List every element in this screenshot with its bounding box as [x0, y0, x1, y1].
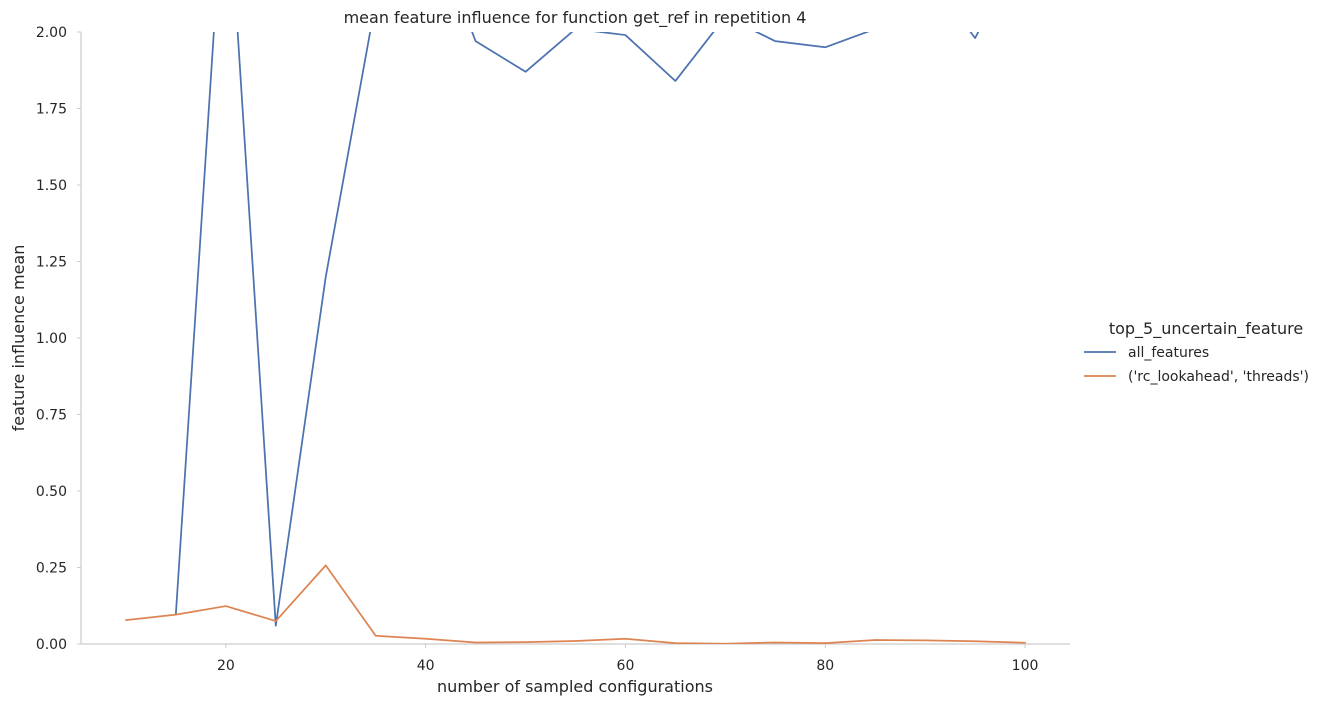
chart-title: mean feature influence for function get_…	[344, 8, 807, 28]
x-ticks: 20 40 60 80 100	[217, 644, 1038, 674]
y-tick-label: 0.25	[36, 561, 67, 577]
y-ticks: 0.00 0.25 0.50 0.75 1.00 1.25 1.50 1.75 2.00	[36, 25, 81, 653]
y-tick-label: 1.00	[36, 331, 67, 347]
legend-label: all_features	[1128, 345, 1209, 361]
y-tick-label: 2.00	[36, 25, 67, 41]
x-tick-label: 80	[816, 658, 834, 674]
y-tick-label: 1.25	[36, 255, 67, 271]
x-tick-label: 100	[1012, 658, 1039, 674]
x-tick-label: 60	[617, 658, 635, 674]
y-tick-label: 0.50	[36, 484, 67, 500]
x-tick-label: 40	[417, 658, 435, 674]
legend: top_5_uncertain_feature all_features ('rc…	[1084, 319, 1309, 385]
y-tick-label: 0.00	[36, 637, 67, 653]
series-line-0	[175, 32, 980, 627]
y-tick-label: 1.75	[36, 102, 67, 118]
series-line-1	[125, 564, 1026, 644]
x-axis-label: number of sampled configurations	[437, 677, 713, 696]
legend-items: all_features ('rc_lookahead', 'threads')	[1084, 345, 1309, 385]
series-layer	[125, 32, 1026, 644]
x-tick-label: 20	[217, 658, 235, 674]
y-axis-label: feature influence mean	[9, 245, 28, 432]
legend-label: ('rc_lookahead', 'threads')	[1128, 369, 1309, 385]
y-tick-label: 1.50	[36, 178, 67, 194]
axes	[80, 32, 1070, 645]
y-tick-label: 0.75	[36, 408, 67, 424]
legend-title: top_5_uncertain_feature	[1109, 319, 1303, 339]
